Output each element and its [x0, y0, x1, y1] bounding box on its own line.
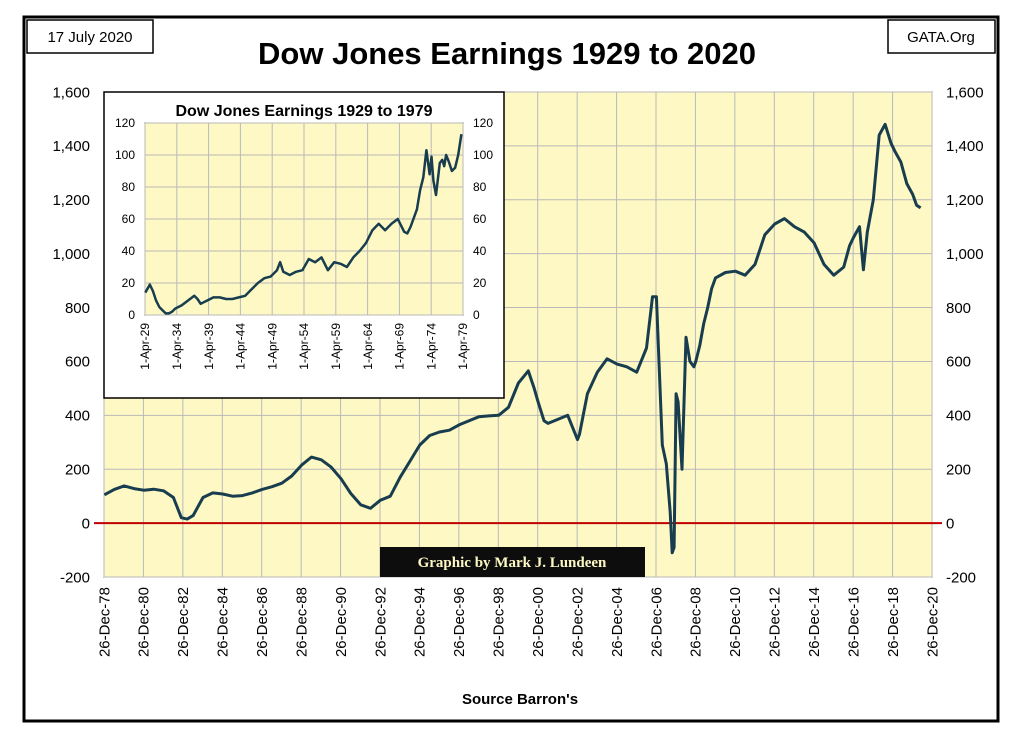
inset-x-axis: 1-Apr-29 1-Apr-34 1-Apr-39 1-Apr-44 1-Apr-49… [138, 323, 470, 370]
main-y-axis-right: -200 0 200 400 600 800 1,000 1,200 1,400 1,600 [946, 84, 984, 586]
x-tick-label: 26-Dec-10 [727, 587, 744, 657]
y-tick-label-left: 0 [82, 515, 90, 532]
x-tick-label: 26-Dec-98 [491, 587, 508, 657]
y-tick-label-left: 200 [65, 461, 90, 478]
y-tick-label-left: 80 [122, 180, 136, 194]
y-tick-label-right: 60 [473, 212, 487, 226]
date-label: 17 July 2020 [47, 29, 132, 46]
x-tick-label: 26-Dec-08 [688, 587, 705, 657]
x-tick-label: 26-Dec-88 [293, 587, 310, 657]
y-tick-label-left: 120 [115, 116, 135, 130]
y-tick-label-right: 40 [473, 244, 487, 258]
x-tick-label: 26-Dec-14 [806, 587, 823, 657]
x-tick-label: 1-Apr-39 [202, 323, 216, 370]
y-tick-label-left: 1,000 [52, 246, 90, 263]
inset-y-axis-right: 0 20 40 60 80 100 120 [473, 116, 493, 322]
brand-box [887, 19, 996, 54]
x-tick-label: 26-Dec-86 [254, 587, 271, 657]
x-tick-label: 26-Dec-80 [136, 587, 153, 657]
y-tick-label-right: 0 [473, 308, 480, 322]
x-tick-label: 1-Apr-79 [456, 323, 470, 370]
y-tick-label-left: 100 [115, 148, 135, 162]
x-tick-label: 1-Apr-34 [170, 323, 184, 370]
x-tick-label: 26-Dec-94 [412, 587, 429, 657]
y-tick-label-left: 1,200 [52, 192, 90, 209]
x-tick-label: 26-Dec-92 [372, 587, 389, 657]
y-tick-label-left: 800 [65, 300, 90, 317]
y-tick-label-left: 20 [122, 276, 136, 290]
x-tick-label: 26-Dec-00 [530, 587, 547, 657]
y-tick-label-right: 1,400 [946, 138, 984, 155]
y-tick-label-right: 1,600 [946, 84, 984, 101]
y-tick-label-right: 200 [946, 461, 971, 478]
y-tick-label-right: 600 [946, 354, 971, 371]
credit-box [380, 547, 645, 577]
y-tick-label-left: 0 [128, 308, 135, 322]
x-tick-label: 26-Dec-84 [215, 587, 232, 657]
y-tick-label-left: 40 [122, 244, 136, 258]
y-tick-label-left: 600 [65, 354, 90, 371]
y-tick-label-right: -200 [946, 569, 976, 586]
y-tick-label-left: 400 [65, 408, 90, 425]
x-tick-label: 1-Apr-44 [234, 323, 248, 370]
credit-label: Graphic by Mark J. Lundeen [418, 555, 607, 571]
x-tick-label: 26-Dec-18 [885, 587, 902, 657]
x-tick-label: 26-Dec-04 [609, 587, 626, 657]
x-tick-label: 1-Apr-64 [361, 323, 375, 370]
inset-chart-title: Dow Jones Earnings 1929 to 1979 [176, 103, 433, 120]
x-tick-label: 26-Dec-78 [96, 587, 113, 657]
y-tick-label-right: 80 [473, 180, 487, 194]
x-tick-label: 26-Dec-02 [569, 587, 586, 657]
x-tick-label: 1-Apr-74 [424, 323, 438, 370]
y-tick-label-right: 1,200 [946, 192, 984, 209]
x-tick-label: 26-Dec-82 [175, 587, 192, 657]
x-tick-label: 1-Apr-29 [138, 323, 152, 370]
main-x-axis: 26-Dec-78 26-Dec-80 26-Dec-82 26-Dec-84 26-D… [96, 587, 941, 657]
main-y-axis-left: -200 0 200 400 600 800 1,000 1,200 1,400 1,600 [52, 84, 90, 586]
inset-grid [144, 122, 464, 316]
y-tick-label-right: 400 [946, 408, 971, 425]
y-tick-label-left: 1,600 [52, 84, 90, 101]
y-tick-label-right: 20 [473, 276, 487, 290]
inset-y-axis-left: 0 20 40 60 80 100 120 [115, 116, 135, 322]
y-tick-label-left: 60 [122, 212, 136, 226]
inset-series-line [144, 134, 463, 315]
y-tick-label-right: 0 [946, 515, 954, 532]
x-tick-label: 26-Dec-16 [845, 587, 862, 657]
x-tick-label: 1-Apr-69 [393, 323, 407, 370]
x-tick-label: 1-Apr-49 [265, 323, 279, 370]
y-tick-label-right: 800 [946, 300, 971, 317]
x-tick-label: 26-Dec-06 [648, 587, 665, 657]
main-series-line [103, 122, 922, 555]
y-tick-label-right: 1,000 [946, 246, 984, 263]
y-tick-label-right: 120 [473, 116, 493, 130]
x-tick-label: 26-Dec-90 [333, 587, 350, 657]
x-tick-label: 26-Dec-96 [451, 587, 468, 657]
x-axis-label: Source Barron's [462, 691, 578, 708]
y-tick-label-left: -200 [60, 569, 90, 586]
x-tick-label: 1-Apr-54 [297, 323, 311, 370]
main-chart-title: Dow Jones Earnings 1929 to 2020 [258, 36, 756, 71]
date-box [26, 19, 154, 54]
y-tick-label-right: 100 [473, 148, 493, 162]
y-tick-label-left: 1,400 [52, 138, 90, 155]
x-tick-label: 1-Apr-59 [329, 323, 343, 370]
x-tick-label: 26-Dec-20 [924, 587, 941, 657]
x-tick-label: 26-Dec-12 [767, 587, 784, 657]
brand-label: GATA.Org [907, 29, 975, 46]
